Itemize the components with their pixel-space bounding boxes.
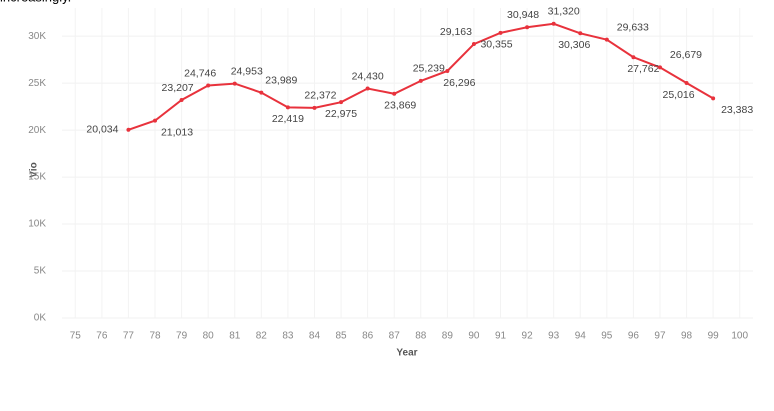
y-tick-label: 0K xyxy=(34,313,47,324)
point xyxy=(551,21,556,26)
x-tick-label: 77 xyxy=(123,331,135,342)
point xyxy=(206,83,211,88)
point xyxy=(711,96,716,101)
value-label: 25,239 xyxy=(413,63,445,75)
y-tick-label: 20K xyxy=(28,125,46,136)
point xyxy=(365,86,370,91)
x-tick-label: 90 xyxy=(468,331,480,342)
caption: increasingly. xyxy=(0,0,71,4)
value-label: 30,306 xyxy=(558,39,590,51)
point xyxy=(578,31,583,36)
point xyxy=(604,37,609,42)
value-label: 23,989 xyxy=(265,74,297,86)
point xyxy=(657,65,662,70)
value-label: 25,016 xyxy=(662,89,694,101)
x-tick-label: 75 xyxy=(70,331,82,342)
x-tick-label: 83 xyxy=(282,331,294,342)
value-label: 22,372 xyxy=(304,90,336,102)
x-tick-label: 100 xyxy=(731,331,748,342)
y-tick-label: 15K xyxy=(28,172,46,183)
x-tick-label: 99 xyxy=(708,331,720,342)
x-tick-label: 97 xyxy=(654,331,666,342)
point xyxy=(525,25,530,30)
x-tick-label: 81 xyxy=(229,331,241,342)
x-tick-label: 79 xyxy=(176,331,188,342)
value-label: 23,869 xyxy=(384,100,416,112)
x-tick-label: 87 xyxy=(389,331,401,342)
value-label: 23,207 xyxy=(162,82,194,94)
value-label: 24,953 xyxy=(231,65,263,77)
x-tick-label: 94 xyxy=(575,331,587,342)
x-tick-label: 84 xyxy=(309,331,321,342)
y-tick-label: 5K xyxy=(34,266,47,277)
x-tick-label: 86 xyxy=(362,331,374,342)
point xyxy=(498,30,503,35)
point xyxy=(339,100,344,105)
y-tick-label: 30K xyxy=(28,31,46,42)
x-tick-label: 82 xyxy=(256,331,268,342)
point xyxy=(126,127,131,132)
value-label: 29,633 xyxy=(617,21,649,33)
x-tick-label: 91 xyxy=(495,331,507,342)
point xyxy=(445,68,450,73)
value-label: 30,355 xyxy=(480,39,512,51)
point xyxy=(312,105,317,110)
point xyxy=(392,91,397,96)
y-tick-label: 10K xyxy=(28,219,46,230)
x-tick-label: 93 xyxy=(548,331,560,342)
value-label: 22,975 xyxy=(325,108,357,120)
x-tick-label: 78 xyxy=(149,331,161,342)
x-tick-label: 89 xyxy=(442,331,454,342)
x-tick-label: 80 xyxy=(203,331,215,342)
value-label: 26,679 xyxy=(670,49,702,61)
x-tick-label: 98 xyxy=(681,331,693,342)
x-tick-label: 88 xyxy=(415,331,427,342)
point xyxy=(259,90,264,95)
value-label: 26,296 xyxy=(443,77,475,89)
point xyxy=(418,78,423,83)
value-label: 30,948 xyxy=(507,9,539,21)
point xyxy=(471,42,476,47)
y-tick-label: 25K xyxy=(28,78,46,89)
value-label: 23,383 xyxy=(721,104,753,116)
point xyxy=(153,118,158,123)
value-label: 27,762 xyxy=(627,63,659,75)
value-label: 22,419 xyxy=(272,113,304,125)
value-label: 21,013 xyxy=(161,126,193,138)
point xyxy=(285,105,290,110)
y-axis-title: Vio xyxy=(29,162,40,177)
x-tick-label: 92 xyxy=(522,331,534,342)
point xyxy=(631,55,636,60)
point xyxy=(232,81,237,86)
x-tick-label: 76 xyxy=(96,331,108,342)
point xyxy=(684,81,689,86)
value-label: 29,163 xyxy=(440,26,472,38)
x-tick-label: 96 xyxy=(628,331,640,342)
x-tick-label: 85 xyxy=(335,331,347,342)
value-label: 31,320 xyxy=(548,6,580,18)
x-tick-label: 95 xyxy=(601,331,613,342)
value-label: 20,034 xyxy=(86,124,118,136)
value-label: 24,430 xyxy=(352,70,384,82)
x-axis-title: Year xyxy=(396,348,417,359)
point xyxy=(179,97,184,102)
value-label: 24,746 xyxy=(184,67,216,79)
